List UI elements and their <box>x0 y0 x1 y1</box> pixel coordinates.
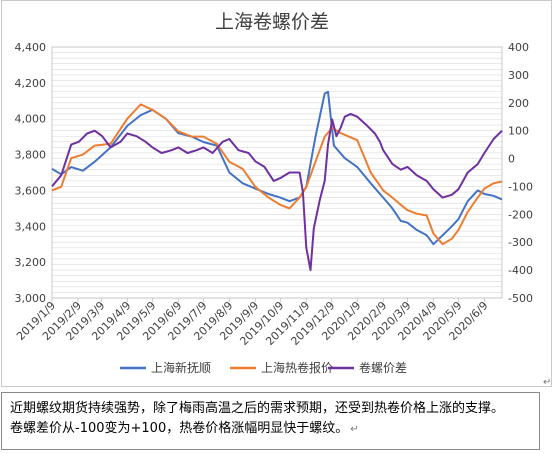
left-axis-tick-label: 3,400 <box>15 220 47 233</box>
legend: 上海新抚顺 上海热卷报价 卷螺价差 <box>120 360 407 375</box>
right-axis-tick-label: -500 <box>508 292 533 305</box>
caption-line-1: 近期螺纹期货持续强势，除了梅雨高温之后的需求预期，还受到热卷价格上涨的支撑。 <box>10 401 505 416</box>
series-line <box>51 112 503 272</box>
left-axis-tick-label: 4,200 <box>15 77 47 90</box>
plot-area-border <box>51 46 503 299</box>
left-axis-tick-label: 4,400 <box>15 41 47 54</box>
right-axis-tick-label: -100 <box>508 180 533 193</box>
right-axis-tick-label: 400 <box>508 41 529 54</box>
right-axis-tick-label: 100 <box>508 125 529 138</box>
line-chart: 上海卷螺价差 3,000 3,200 3,400 3,600 3,800 4,000 4,2… <box>14 11 533 375</box>
series-line <box>51 90 503 246</box>
left-axis-tick-label: 3,800 <box>15 149 47 162</box>
left-axis-tick-label: 3,600 <box>15 184 47 197</box>
right-axis-tick-label: 300 <box>508 69 529 82</box>
caption-box: 近期螺纹期货持续强势，除了梅雨高温之后的需求预期，还受到热卷价格上涨的支撑。 卷… <box>1 392 540 450</box>
x-axis: 2019/1/92019/2/92019/3/92019/4/92019/5/9… <box>14 298 491 348</box>
right-axis-tick-label: 200 <box>508 97 529 110</box>
left-axis-tick-label: 3,200 <box>15 256 47 269</box>
left-axis-tick-label: 4,000 <box>15 113 47 126</box>
legend-label: 上海新抚顺 <box>151 360 211 375</box>
right-axis-tick-label: -400 <box>508 264 533 277</box>
legend-label: 卷螺价差 <box>359 360 407 375</box>
chart-frame: 上海卷螺价差 3,000 3,200 3,400 3,600 3,800 4,000 4,2… <box>1 0 552 387</box>
right-axis: -500 -400 -300 -200 -100 0 100 200 300 400 <box>508 41 533 305</box>
caption-line-2: 卷螺差价从-100变为+100，热卷价格涨幅明显快于螺纹。 ↵ <box>10 419 531 440</box>
paragraph-mark-icon: ↵ <box>350 424 359 435</box>
right-axis-tick-label: 0 <box>508 153 515 166</box>
right-axis-tick-label: -200 <box>508 208 533 221</box>
right-axis-tick-label: -300 <box>508 236 533 249</box>
left-axis: 3,000 3,200 3,400 3,600 3,800 4,000 4,200 4,400 <box>15 41 47 305</box>
chart-title: 上海卷螺价差 <box>215 11 329 33</box>
caption-line-2-text: 卷螺差价从-100变为+100，热卷价格涨幅明显快于螺纹。 <box>10 421 349 436</box>
legend-label: 上海热卷报价 <box>261 360 333 375</box>
series-lines <box>51 90 503 272</box>
gridlines <box>51 46 503 299</box>
paragraph-mark-icon: ↵ <box>543 377 552 388</box>
left-axis-tick-label: 3,000 <box>15 292 47 305</box>
series-line <box>51 103 503 246</box>
